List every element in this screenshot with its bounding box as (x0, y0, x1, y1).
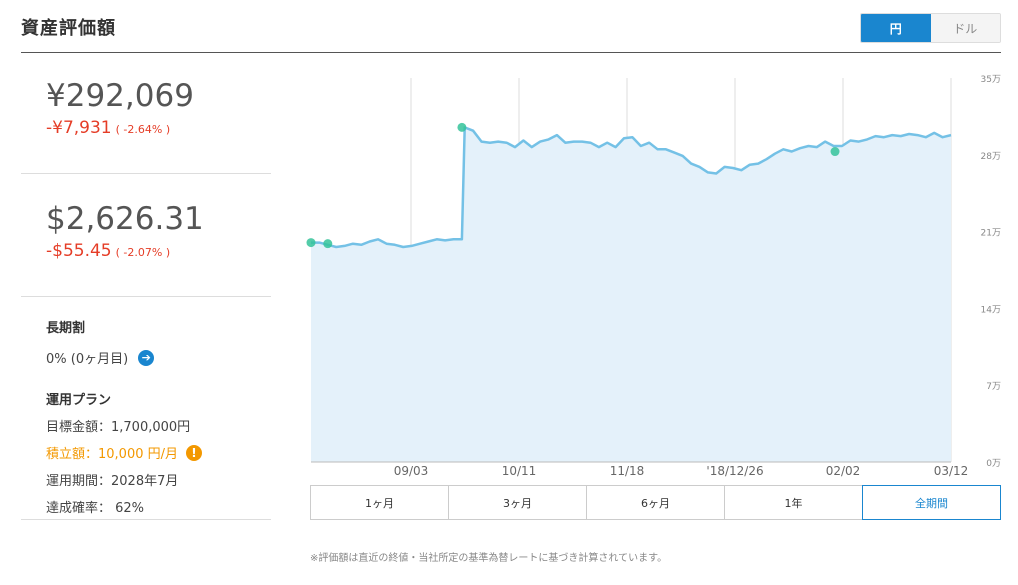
plan-block: 長期割 0% (0ヶ月目) ➔ 運用プラン 目標金額：1,700,000円 積立… (21, 297, 271, 520)
x-tick-label: 03/12 (934, 464, 969, 478)
y-tick-label: 35万 (981, 75, 1001, 85)
asset-chart: 09/03 10/11 11/18 '18/12/26 02/02 03/12 0万 7万 14… (295, 60, 1005, 480)
x-tick-label: '18/12/26 (706, 464, 763, 478)
y-tick-label: 7万 (986, 382, 1001, 392)
series-line (311, 126, 952, 249)
period-tabs: 1ヶ月 3ヶ月 6ヶ月 1年 全期間 (310, 485, 1001, 520)
data-marker (830, 147, 840, 157)
data-marker (457, 122, 467, 132)
plan-target: 目標金額：1,700,000円 (46, 420, 191, 435)
jpy-change: -¥7,931( -2.64% ) (46, 118, 271, 138)
jpy-value: ¥292,069 (46, 78, 194, 114)
usd-block: $2,626.31 -$55.45( -2.07% ) (21, 174, 271, 297)
x-tick-label: 02/02 (826, 464, 861, 478)
y-tick-label: 21万 (981, 229, 1001, 239)
x-tick-label: 09/03 (394, 464, 429, 478)
usd-button[interactable]: ドル (930, 14, 1000, 42)
jpy-change-amount: -¥7,931 (46, 118, 112, 138)
y-tick-label: 28万 (981, 152, 1001, 162)
long-term-label: 長期割 (46, 321, 86, 336)
footnote: ※評価額は直近の終値・当社所定の基準為替レートに基づき計算されています。 (310, 553, 668, 564)
jpy-change-pct: ( -2.64% ) (115, 123, 171, 136)
usd-change: -$55.45( -2.07% ) (46, 241, 271, 261)
period-tab-0[interactable]: 1ヶ月 (311, 486, 449, 519)
plan-title: 運用プラン (46, 393, 112, 408)
y-tick-label: 0万 (986, 459, 1001, 469)
header: 資産評価額 円 ドル (21, 0, 1001, 53)
period-tab-1[interactable]: 3ヶ月 (449, 486, 587, 519)
long-term-row: 0% (0ヶ月目) ➔ (46, 348, 271, 367)
plan-monthly-row: 積立額：10,000 円/月 ! (46, 443, 271, 462)
plan-period: 運用期間：2028年7月 (46, 474, 179, 489)
data-marker (306, 238, 316, 248)
data-marker (323, 239, 333, 249)
usd-change-pct: ( -2.07% ) (115, 246, 171, 259)
y-tick-label: 14万 (981, 305, 1001, 315)
page-title: 資産評価額 (21, 18, 116, 39)
period-tab-3[interactable]: 1年 (725, 486, 863, 519)
period-tab-4[interactable]: 全期間 (862, 485, 1001, 520)
period-tab-2[interactable]: 6ヶ月 (587, 486, 725, 519)
jpy-button[interactable]: 円 (861, 14, 931, 42)
warning-icon[interactable]: ! (186, 444, 202, 461)
long-term-value: 0% (0ヶ月目) (46, 352, 129, 367)
area-fill (311, 127, 951, 463)
chart-svg: 09/03 10/11 11/18 '18/12/26 02/02 03/12 0万 7万 14… (306, 75, 1001, 478)
usd-value: $2,626.31 (46, 201, 204, 237)
x-tick-label: 10/11 (502, 464, 537, 478)
summary-panel: ¥292,069 -¥7,931( -2.64% ) $2,626.31 -$5… (21, 53, 271, 520)
jpy-block: ¥292,069 -¥7,931( -2.64% ) (21, 53, 271, 174)
arrow-right-icon[interactable]: ➔ (138, 349, 155, 366)
plan-monthly: 積立額：10,000 円/月 (46, 447, 178, 462)
plan-probability: 達成確率： 62% (46, 501, 145, 516)
usd-change-amount: -$55.45 (46, 241, 112, 261)
currency-toggle: 円 ドル (860, 13, 1001, 43)
x-tick-label: 11/18 (610, 464, 645, 478)
